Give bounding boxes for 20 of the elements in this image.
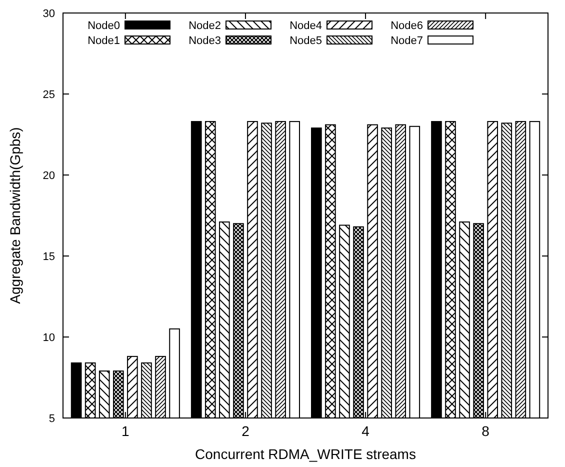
legend-label: Node4 [290, 20, 322, 32]
y-tick-label: 30 [42, 8, 55, 20]
x-tick-label: 2 [242, 423, 250, 439]
legend-label: Node5 [290, 34, 322, 47]
x-tick-label: 4 [362, 423, 370, 439]
x-tick-label: 1 [122, 423, 130, 439]
y-tick-label: 5 [48, 412, 55, 425]
y-tick-label: 20 [42, 170, 55, 182]
x-axis-title: Concurrent RDMA_WRITE streams [195, 446, 416, 462]
legend-label: Node2 [188, 20, 221, 32]
x-tick-label: 8 [482, 423, 490, 439]
legend-label: Node3 [188, 34, 221, 47]
legend-label: Node0 [88, 20, 120, 32]
legend-label: Node6 [390, 20, 423, 32]
y-tick-label: 10 [42, 332, 55, 344]
y-tick-label: 15 [42, 250, 55, 263]
legend-label: Node7 [390, 34, 423, 47]
legend-label: Node1 [88, 34, 120, 47]
y-tick-label: 25 [42, 88, 55, 101]
y-axis-title: Aggregate Bandwidth(Gpbs) [7, 127, 23, 304]
